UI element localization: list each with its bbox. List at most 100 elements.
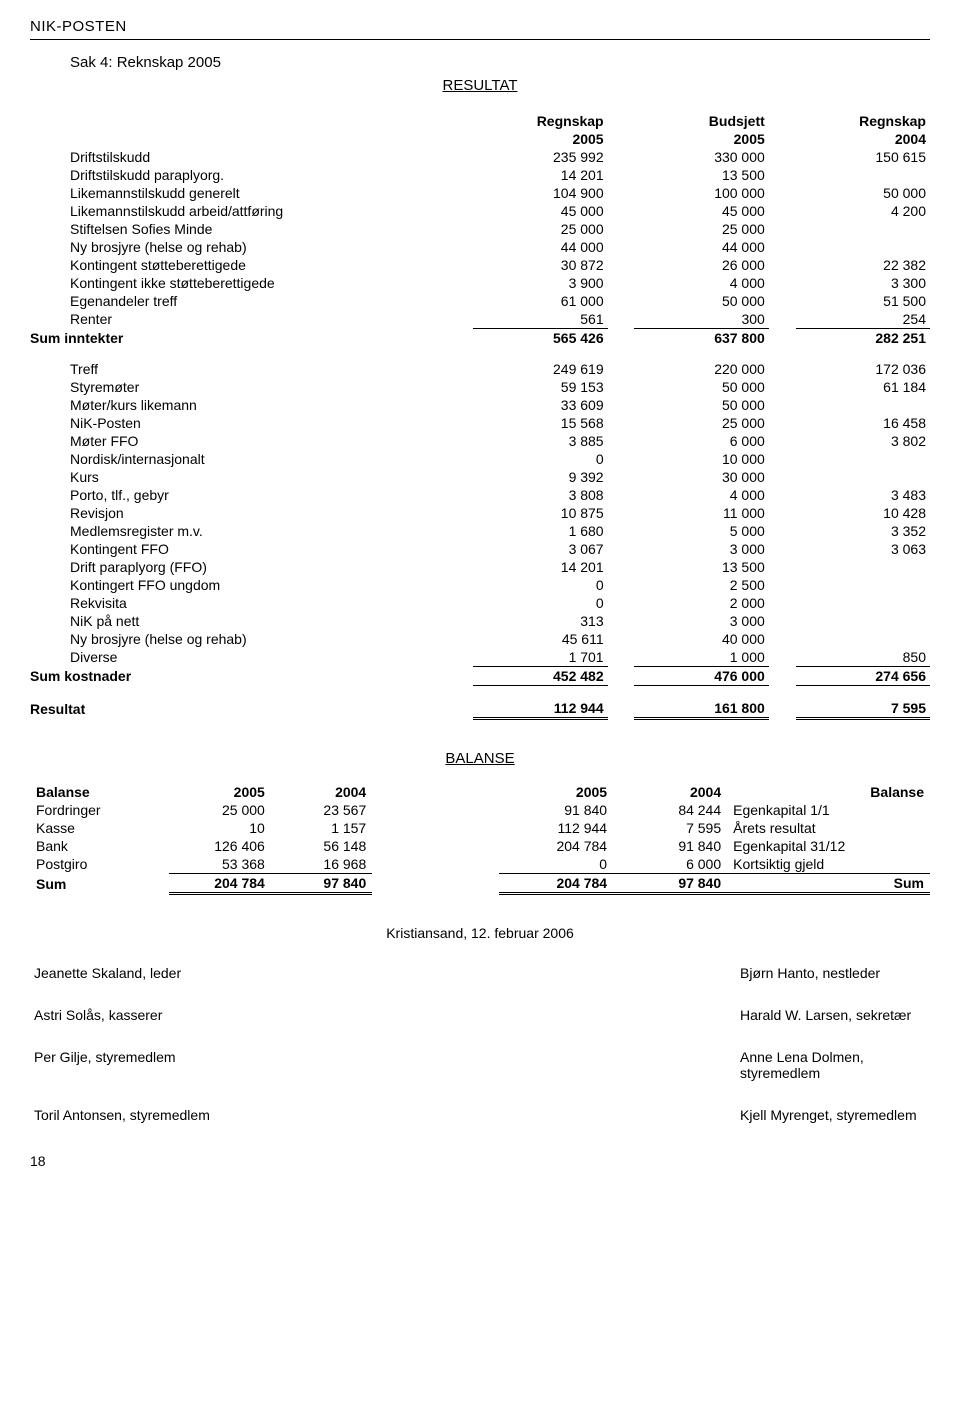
cell: 14 201: [473, 166, 607, 184]
cell: 561: [473, 310, 607, 329]
cell: 2 000: [634, 594, 768, 612]
row-label: Postgiro: [30, 855, 169, 874]
cell: 3 483: [796, 486, 930, 504]
cell: 59 153: [473, 378, 607, 396]
cell: 61 000: [473, 292, 607, 310]
cell: 476 000: [634, 667, 768, 686]
cell: 112 944: [499, 819, 613, 837]
sign-date: Kristiansand, 12. februar 2006: [30, 925, 930, 941]
cell: 100 000: [634, 184, 768, 202]
cell: [796, 594, 930, 612]
row-label: Sum: [727, 874, 930, 894]
cell: 204 784: [169, 874, 270, 894]
row-label: Kontingent FFO: [30, 540, 473, 558]
table-row: Ny brosjyre (helse og rehab)44 00044 000: [30, 238, 930, 256]
table-row: Drift paraplyorg (FFO)14 20113 500: [30, 558, 930, 576]
cell: 14 201: [473, 558, 607, 576]
cell: 1 680: [473, 522, 607, 540]
row-label: Kontingert FFO ungdom: [30, 576, 473, 594]
table-row: Nordisk/internasjonalt010 000: [30, 450, 930, 468]
row-label: Medlemsregister m.v.: [30, 522, 473, 540]
table-row: Revisjon10 87511 00010 428: [30, 504, 930, 522]
cell: [796, 468, 930, 486]
cell: 300: [634, 310, 768, 329]
cell: 13 500: [634, 166, 768, 184]
signatures-grid: Jeanette Skaland, lederBjørn Hanto, nest…: [30, 965, 930, 1123]
table-row: Porto, tlf., gebyr3 8084 0003 483: [30, 486, 930, 504]
cell: 10 875: [473, 504, 607, 522]
cell: 3 802: [796, 432, 930, 450]
table-row: Møter/kurs likemann33 60950 000: [30, 396, 930, 414]
cell: 16 968: [271, 855, 372, 874]
cell: 23 567: [271, 801, 372, 819]
cell: 0: [473, 594, 607, 612]
cell: 249 619: [473, 347, 607, 378]
cell: 3 000: [634, 612, 768, 630]
cell: 10 428: [796, 504, 930, 522]
cell: [796, 396, 930, 414]
table-row: Diverse1 7011 000850: [30, 648, 930, 667]
table-row: Bank126 40656 148204 78491 840Egenkapita…: [30, 837, 930, 855]
cell: 44 000: [634, 238, 768, 256]
cell: [796, 166, 930, 184]
table-row: Møter FFO3 8856 0003 802: [30, 432, 930, 450]
col-header-row-1: Regnskap Budsjett Regnskap: [30, 112, 930, 130]
row-label: Driftstilskudd paraplyorg.: [30, 166, 473, 184]
cell: [796, 576, 930, 594]
cell: 1 000: [634, 648, 768, 667]
col-header: Balanse: [30, 783, 169, 801]
signature-name: Astri Solås, kasserer: [30, 1007, 480, 1023]
cell: 25 000: [473, 220, 607, 238]
col-header: 2004: [796, 130, 930, 148]
balanse-header-row: Balanse 2005 2004 2005 2004 Balanse: [30, 783, 930, 801]
cell: 50 000: [796, 184, 930, 202]
table-row: Treff249 619220 000172 036: [30, 347, 930, 378]
row-label: Nordisk/internasjonalt: [30, 450, 473, 468]
cell: [796, 220, 930, 238]
sum-inntekter-row: Sum inntekter 565 426 637 800 282 251: [30, 329, 930, 348]
cell: 3 067: [473, 540, 607, 558]
table-row: Driftstilskudd235 992330 000150 615: [30, 148, 930, 166]
table-row: Driftstilskudd paraplyorg.14 201 13 500: [30, 166, 930, 184]
signature-name: Kjell Myrenget, styremedlem: [480, 1107, 930, 1123]
table-row: Ny brosjyre (helse og rehab)45 61140 000: [30, 630, 930, 648]
balanse-sum-row: Sum 204 784 97 840 204 784 97 840 Sum: [30, 874, 930, 894]
table-row: Fordringer25 00023 56791 84084 244Egenka…: [30, 801, 930, 819]
row-label: Møter/kurs likemann: [30, 396, 473, 414]
sak-title: Sak 4: Reknskap 2005: [70, 54, 930, 71]
row-label: Treff: [30, 347, 473, 378]
cell: 0: [473, 450, 607, 468]
cell: 50 000: [634, 378, 768, 396]
signature-name: Toril Antonsen, styremedlem: [30, 1107, 480, 1123]
cell: 2 500: [634, 576, 768, 594]
cell: 4 000: [634, 274, 768, 292]
header-rule: [30, 39, 930, 40]
cell: 50 000: [634, 396, 768, 414]
cell: 30 000: [634, 468, 768, 486]
table-row: Kontingent støtteberettigede30 87226 000…: [30, 256, 930, 274]
cell: 452 482: [473, 667, 607, 686]
cell: 16 458: [796, 414, 930, 432]
table-row: NiK på nett3133 000: [30, 612, 930, 630]
cell: 1 157: [271, 819, 372, 837]
publication-header: NIK-POSTEN: [30, 18, 930, 35]
col-header-row-2: 2005 2005 2004: [30, 130, 930, 148]
cell: 3 900: [473, 274, 607, 292]
cell: 850: [796, 648, 930, 667]
signature-name: Anne Lena Dolmen, styremedlem: [480, 1049, 930, 1081]
cell: [796, 630, 930, 648]
col-header: 2004: [271, 783, 372, 801]
row-label: Kasse: [30, 819, 169, 837]
cell: 204 784: [499, 837, 613, 855]
cell: 4 000: [634, 486, 768, 504]
signature-name: Per Gilje, styremedlem: [30, 1049, 480, 1081]
row-label: Resultat: [30, 686, 473, 719]
cell: 13 500: [634, 558, 768, 576]
balanse-table: Balanse 2005 2004 2005 2004 Balanse Ford…: [30, 783, 930, 895]
cell: 84 244: [613, 801, 727, 819]
row-label: Stiftelsen Sofies Minde: [30, 220, 473, 238]
cell: 1 701: [473, 648, 607, 667]
cell: 3 300: [796, 274, 930, 292]
cell: 10: [169, 819, 270, 837]
row-label: Ny brosjyre (helse og rehab): [30, 238, 473, 256]
